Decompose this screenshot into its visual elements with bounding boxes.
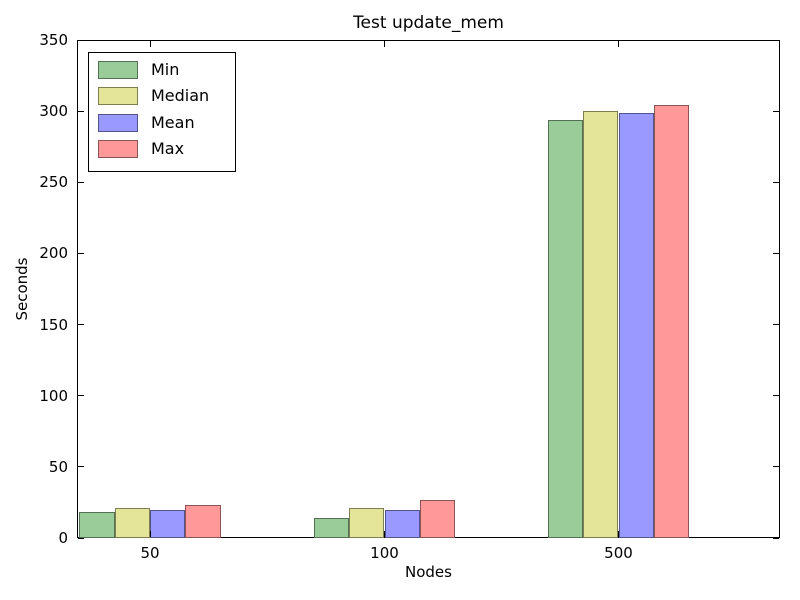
bar-max-500	[653, 105, 690, 538]
bar-mean-50	[150, 509, 186, 538]
y-axis-label: Seconds	[13, 257, 31, 321]
x-tick-bottom	[618, 531, 619, 537]
bar-mean-100	[384, 509, 420, 538]
y-tick-left	[78, 110, 84, 112]
legend-swatch-median	[98, 87, 138, 106]
x-axis-label: Nodes	[405, 563, 452, 581]
y-tick-label: 150	[39, 315, 68, 334]
bar-max-50	[185, 505, 221, 538]
bar-min-100	[313, 518, 350, 538]
bar-min-500	[547, 119, 584, 538]
x-tick-label: 100	[370, 544, 399, 562]
y-tick-left	[78, 39, 84, 41]
bar-median-50	[114, 508, 150, 538]
y-tick-right	[773, 395, 779, 397]
y-tick-label: 0	[58, 529, 68, 547]
x-tick-label: 50	[140, 544, 160, 562]
y-tick-right	[773, 324, 779, 326]
y-tick-right	[773, 252, 779, 254]
y-tick-left	[78, 324, 84, 326]
legend-swatch-mean	[98, 113, 138, 132]
x-tick-bottom	[149, 531, 151, 537]
legend-label-max: Max	[151, 138, 185, 158]
legend-item-median: Median	[98, 86, 227, 106]
x-tick-bottom	[384, 531, 385, 537]
y-tick-right	[773, 537, 779, 539]
x-tick-label: 500	[604, 544, 633, 562]
y-tick-left	[78, 466, 84, 468]
y-tick-label: 350	[39, 31, 68, 49]
x-tick-top	[384, 41, 385, 47]
y-tick-left	[78, 395, 84, 397]
bar-median-100	[349, 508, 385, 538]
y-tick-right	[773, 466, 779, 468]
bar-min-50	[79, 512, 115, 538]
legend-label-min: Min	[151, 60, 180, 79]
legend-item-mean: Mean	[98, 113, 227, 133]
y-tick-left	[78, 181, 84, 183]
y-tick-right	[773, 181, 779, 183]
legend: Min Median Mean Max	[88, 52, 236, 172]
bar-max-100	[419, 499, 456, 538]
x-tick-top	[149, 41, 151, 47]
y-tick-label: 300	[39, 102, 68, 121]
bar-median-500	[583, 111, 619, 538]
y-tick-right	[773, 110, 779, 112]
y-tick-label: 250	[39, 173, 68, 192]
legend-item-max: Max	[98, 139, 227, 159]
y-tick-label: 100	[39, 386, 68, 405]
bar-mean-500	[618, 112, 654, 538]
legend-item-min: Min	[98, 60, 227, 80]
chart-title: Test update_mem	[353, 13, 504, 33]
legend-label-mean: Mean	[151, 112, 195, 132]
y-tick-left	[78, 252, 84, 254]
y-tick-right	[773, 39, 779, 41]
y-tick-label: 50	[48, 457, 68, 476]
legend-swatch-min	[98, 61, 138, 79]
x-tick-top	[618, 41, 619, 47]
y-tick-label: 200	[39, 244, 68, 263]
legend-swatch-max	[98, 139, 138, 158]
legend-label-median: Median	[151, 86, 210, 106]
y-tick-left	[78, 537, 84, 539]
